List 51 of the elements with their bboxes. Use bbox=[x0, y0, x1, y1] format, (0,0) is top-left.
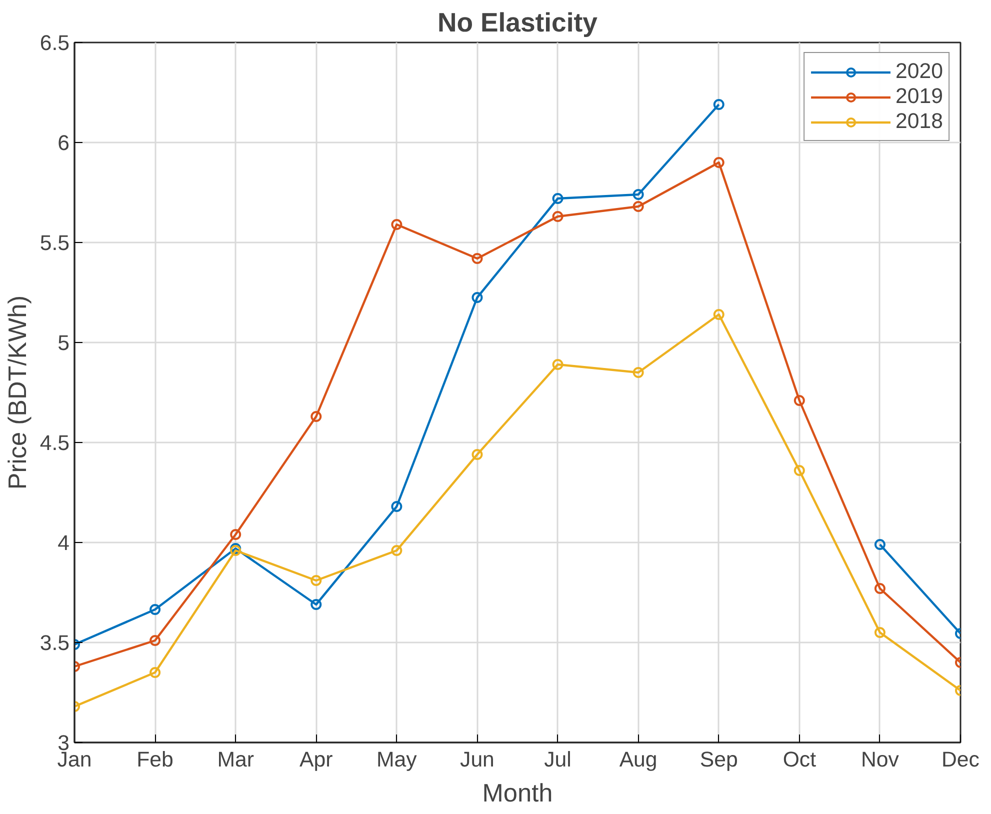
legend-label: 2018 bbox=[896, 109, 943, 134]
x-tick-label: Sep bbox=[700, 748, 738, 772]
y-tick-label: 5.5 bbox=[40, 231, 70, 255]
y-tick-label: 6.5 bbox=[40, 31, 70, 55]
x-tick-label: May bbox=[376, 748, 418, 772]
point bbox=[391, 501, 402, 512]
point bbox=[794, 465, 805, 476]
point bbox=[150, 635, 161, 646]
x-tick-label: Jun bbox=[460, 748, 494, 772]
point bbox=[310, 575, 322, 586]
y-tick-label: 4.5 bbox=[40, 431, 70, 455]
y-tick-label: 4 bbox=[58, 531, 70, 555]
point bbox=[150, 604, 161, 615]
y-axis-title: Price (BDT/KWh) bbox=[4, 295, 32, 490]
legend-label: 2020 bbox=[896, 59, 943, 84]
point bbox=[632, 189, 644, 200]
y-tick-label: 6 bbox=[58, 131, 70, 155]
point bbox=[874, 583, 886, 594]
x-tick-label: Apr bbox=[300, 748, 333, 772]
point bbox=[150, 667, 161, 678]
point bbox=[552, 211, 564, 222]
legend-label: 2019 bbox=[896, 84, 943, 109]
point bbox=[632, 201, 644, 212]
point bbox=[472, 449, 483, 460]
point bbox=[713, 309, 724, 320]
x-tick-label: Oct bbox=[782, 748, 816, 772]
point bbox=[472, 253, 483, 264]
x-tick-label: Aug bbox=[619, 748, 658, 772]
x-tick-label: Dec bbox=[942, 748, 980, 772]
point bbox=[632, 367, 644, 378]
point bbox=[713, 99, 724, 110]
x-tick-label: Mar bbox=[217, 748, 254, 772]
x-tick-label: Jul bbox=[544, 748, 572, 772]
y-tick-label: 3.5 bbox=[40, 631, 70, 655]
point bbox=[472, 292, 483, 303]
point bbox=[310, 411, 322, 422]
y-tick-label: 5 bbox=[58, 331, 70, 355]
point bbox=[391, 219, 402, 230]
x-axis-title: Month bbox=[482, 780, 553, 808]
point bbox=[874, 627, 886, 638]
x-tick-label: Feb bbox=[136, 748, 174, 772]
point bbox=[552, 193, 564, 204]
point bbox=[391, 545, 402, 556]
point bbox=[874, 539, 886, 550]
point bbox=[310, 599, 322, 610]
point bbox=[230, 529, 242, 540]
point bbox=[713, 157, 724, 168]
chart-title: No Elasticity bbox=[438, 8, 598, 38]
point bbox=[794, 395, 805, 406]
x-tick-label: Nov bbox=[860, 748, 900, 772]
point bbox=[552, 359, 564, 370]
